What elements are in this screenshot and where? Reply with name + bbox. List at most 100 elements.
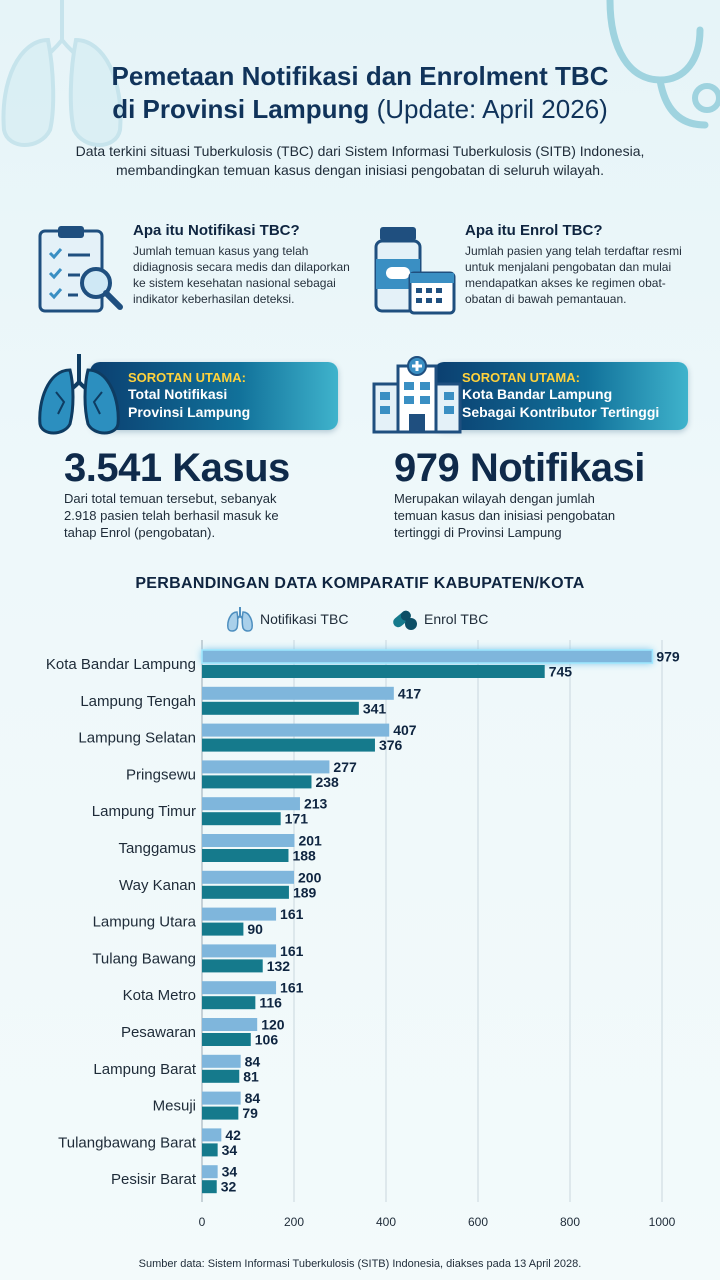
highlight-right-banner: SOROTAN UTAMA: Kota Bandar Lampung Sebag…	[434, 362, 688, 430]
bar-notifikasi	[202, 981, 277, 995]
value-label-enrol: 81	[243, 1068, 259, 1084]
value-label-enrol: 341	[363, 700, 387, 716]
highlight-right-line1: Kota Bandar Lampung	[462, 386, 613, 402]
bar-notifikasi	[202, 1018, 258, 1031]
bar-chart: 0 200 400 600 800 1000 Kota Bandar Lampung 979 7…	[46, 640, 680, 1229]
source-note: Sumber data: Sistem Informasi Tuberkulos…	[138, 1258, 582, 1270]
value-label-enrol: 106	[255, 1032, 279, 1048]
value-label-notifikasi: 161	[280, 906, 304, 922]
legend-label-notifikasi: Notifikasi TBC	[260, 611, 349, 627]
category-label: Tulang Bawang	[92, 950, 196, 967]
bar-enrol	[202, 849, 289, 862]
highlight-left-big-value: 3.541 Kasus	[64, 446, 290, 490]
highlight-right-line2: Sebagai Kontributor Tertinggi	[462, 404, 660, 420]
value-label-notifikasi: 201	[298, 833, 322, 849]
value-label-notifikasi: 200	[298, 869, 322, 885]
highlight-right-desc: Merupakan wilayah dengan jumlah temuan k…	[394, 491, 616, 540]
value-label-enrol: 34	[222, 1142, 238, 1158]
bar-enrol	[202, 959, 263, 973]
x-tick-label: 0	[199, 1215, 206, 1229]
category-label: Tanggamus	[118, 840, 196, 857]
legend-item-enrol: Enrol TBC	[390, 606, 488, 632]
bar-enrol	[202, 812, 281, 826]
bar-notifikasi	[202, 1128, 222, 1142]
legend-pill-icon	[393, 610, 417, 630]
clipboard-search-icon	[38, 226, 123, 313]
category-label: Kota Metro	[123, 987, 196, 1004]
legend-lungs-icon	[227, 607, 253, 632]
page-subtitle: Data terkini situasi Tuberkulosis (TBC) …	[75, 143, 645, 178]
bar-notifikasi	[202, 686, 394, 700]
bar-notifikasi	[202, 1054, 241, 1068]
category-label: Kota Bandar Lampung	[46, 656, 196, 673]
bar-notifikasi	[202, 944, 277, 958]
value-label-notifikasi: 42	[225, 1127, 241, 1143]
highlight-left-line1: Total Notifikasi	[128, 386, 228, 402]
value-label-notifikasi: 120	[261, 1017, 285, 1033]
value-label-enrol: 132	[267, 958, 291, 974]
value-label-enrol: 376	[379, 737, 403, 753]
category-label: Lampung Utara	[93, 914, 197, 931]
value-label-enrol: 189	[293, 884, 317, 900]
bar-notifikasi	[202, 1091, 241, 1105]
legend-item-notifikasi: Notifikasi TBC	[226, 606, 348, 632]
bar-enrol	[202, 1106, 239, 1120]
value-label-notifikasi: 417	[398, 685, 422, 701]
value-label-enrol: 188	[292, 848, 316, 864]
page-title: Pemetaan Notifikasi dan Enrolment TBC di…	[111, 61, 609, 124]
definition-enrol-text: Jumlah pasien yang telah terdaftar resmi…	[465, 244, 682, 306]
chart-legend: Notifikasi TBC Enrol TBC	[0, 606, 720, 632]
highlight-left-banner: SOROTAN UTAMA: Total Notifikasi Provinsi…	[90, 362, 338, 430]
bar-enrol	[202, 922, 244, 936]
value-label-enrol: 32	[221, 1179, 237, 1195]
x-tick-label: 1000	[649, 1215, 676, 1229]
value-label-notifikasi: 407	[393, 722, 417, 738]
value-label-enrol: 116	[259, 995, 282, 1011]
category-label: Pesawaran	[121, 1024, 196, 1041]
highlight-right-big-value: 979 Notifikasi	[394, 446, 645, 490]
category-label: Pesisir Barat	[111, 1171, 197, 1188]
bar-notifikasi	[202, 870, 294, 884]
highlight-left-tag: SOROTAN UTAMA:	[128, 370, 246, 385]
bar-enrol	[202, 885, 289, 899]
highlight-right-tag: SOROTAN UTAMA:	[462, 370, 580, 385]
legend-label-enrol: Enrol TBC	[424, 611, 489, 627]
definition-enrol-title: Apa itu Enrol TBC?	[465, 222, 603, 239]
category-label: Lampung Selatan	[78, 730, 196, 747]
bar-enrol	[202, 701, 359, 715]
bar-enrol	[202, 665, 545, 678]
decorative-lungs-icon	[1, 0, 123, 147]
definition-notifikasi: Apa itu Notifikasi TBC? Jumlah temuan ka…	[133, 222, 363, 307]
x-tick-label: 600	[468, 1215, 488, 1229]
definition-notifikasi-title: Apa itu Notifikasi TBC?	[133, 222, 300, 239]
value-label-enrol: 238	[315, 774, 339, 790]
bar-notifikasi	[202, 834, 295, 847]
bar-enrol	[202, 775, 312, 789]
category-label: Way Kanan	[119, 877, 196, 894]
lungs-icon	[38, 354, 120, 435]
category-label: Lampung Timur	[92, 803, 196, 820]
value-label-enrol: 171	[285, 811, 309, 827]
value-label-enrol: 90	[247, 921, 263, 937]
value-label-enrol: 745	[549, 664, 573, 680]
x-tick-label: 400	[376, 1215, 396, 1229]
value-label-notifikasi: 34	[222, 1164, 238, 1180]
bar-notifikasi	[202, 797, 300, 811]
value-label-notifikasi: 277	[333, 759, 357, 775]
value-label-notifikasi: 161	[280, 943, 304, 959]
bar-enrol	[202, 1143, 218, 1157]
bar-notifikasi	[201, 649, 654, 664]
category-label: Mesuji	[153, 1098, 196, 1115]
bar-enrol	[202, 1033, 251, 1046]
bar-enrol	[202, 996, 256, 1010]
bar-enrol	[202, 1180, 217, 1194]
value-label-notifikasi: 84	[245, 1053, 261, 1069]
value-label-enrol: 79	[242, 1105, 258, 1121]
hospital-building-icon	[372, 356, 462, 434]
value-label-notifikasi: 213	[304, 796, 328, 812]
category-label: Tulangbawang Barat	[58, 1134, 197, 1151]
x-tick-label: 800	[560, 1215, 580, 1229]
value-label-notifikasi: 979	[656, 649, 680, 665]
chart-title: PERBANDINGAN DATA KOMPARATIF KABUPATEN/K…	[135, 575, 585, 592]
medicine-bottle-calendar-icon	[374, 227, 456, 315]
